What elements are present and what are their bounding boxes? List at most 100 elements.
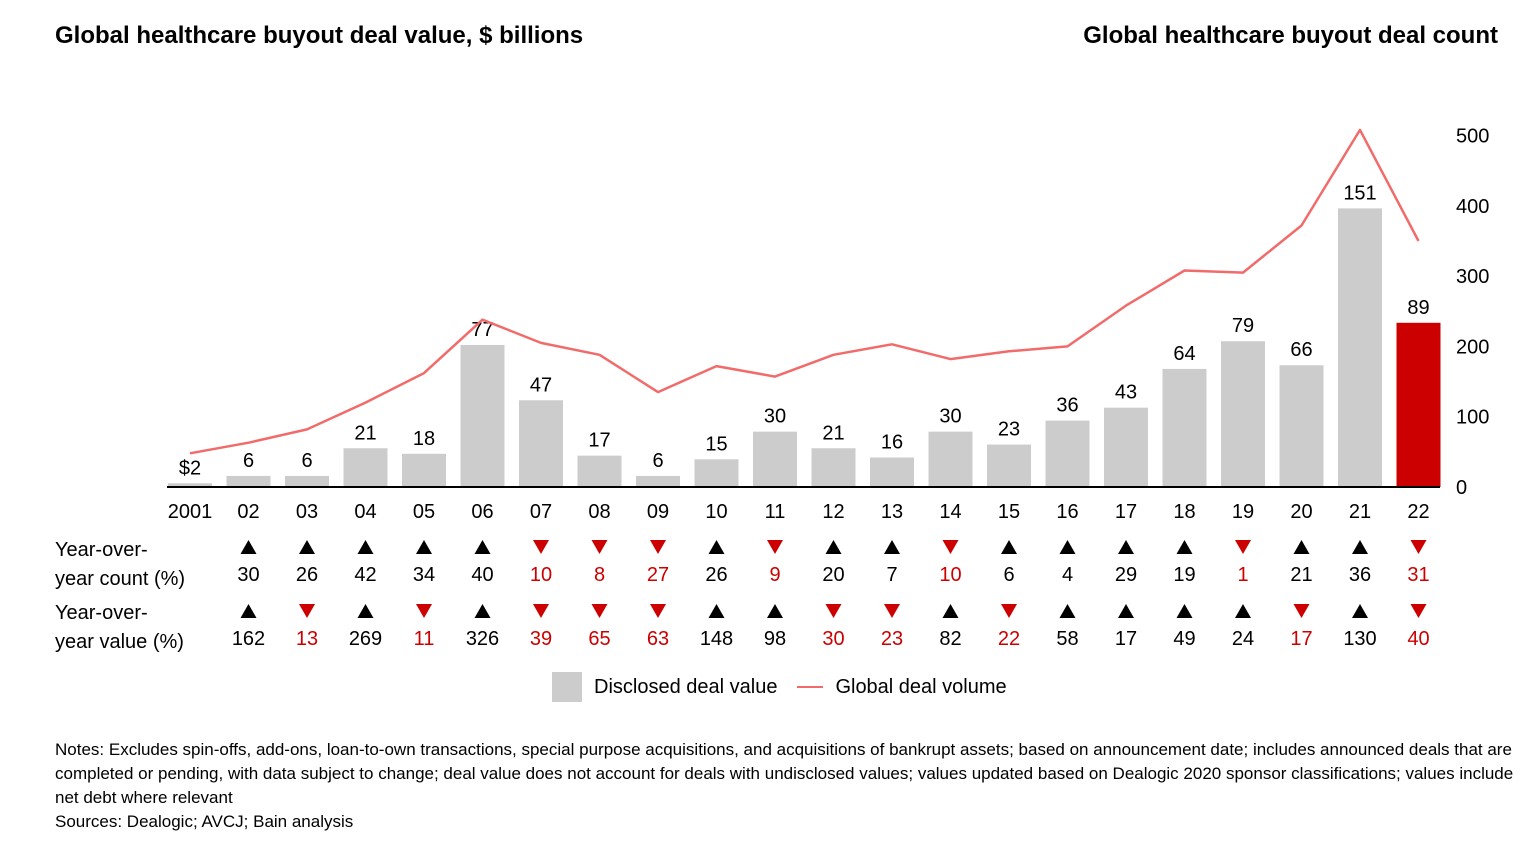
chart-legend: Disclosed deal value Global deal volume — [552, 672, 1027, 702]
yoy-value-value: 11 — [414, 628, 435, 650]
yoy-count-value: 10 — [530, 564, 552, 586]
yoy-count-value: 29 — [1115, 564, 1137, 586]
yoy-count-down-icon — [1410, 540, 1427, 554]
yoy-value-value: 22 — [998, 628, 1020, 650]
yoy-count-up-icon — [299, 540, 315, 554]
left-chart-title: Global healthcare buyout deal value, $ b… — [55, 22, 584, 49]
yoy-value-value: 13 — [296, 628, 318, 650]
yoy-value-value: 65 — [588, 628, 610, 650]
yoy-count-up-icon — [240, 540, 257, 554]
bar-label-05: 18 — [413, 428, 435, 450]
yoy-value-down-icon — [533, 604, 549, 618]
bar-2001 — [168, 483, 212, 487]
right-axis-tick-400: 400 — [1456, 196, 1489, 218]
yoy-count-down-icon — [767, 540, 783, 554]
bar-label-21: 151 — [1343, 182, 1376, 204]
bar-label-16: 36 — [1056, 395, 1078, 417]
bar-16 — [1045, 420, 1090, 487]
bar-19 — [1221, 341, 1265, 487]
yoy-value-up-icon — [1176, 604, 1193, 618]
yoy-value-up-icon — [767, 604, 783, 618]
yoy-count-value: 27 — [647, 564, 669, 586]
bar-label-22: 89 — [1407, 297, 1429, 319]
yoy-count-up-icon — [1001, 540, 1017, 554]
yoy-count-value: 40 — [471, 564, 493, 586]
bar-18 — [1162, 368, 1207, 487]
right-axis-tick-200: 200 — [1456, 336, 1489, 358]
yoy-count-up-icon — [474, 540, 491, 554]
yoy-value-up-icon — [357, 604, 374, 618]
x-tick-19: 19 — [1232, 501, 1254, 523]
yoy-count-value: 7 — [886, 564, 897, 586]
yoy-count-down-icon — [650, 540, 666, 554]
yoy-value-up-icon — [942, 604, 959, 618]
yoy-count-up-icon — [1352, 540, 1368, 554]
bar-03 — [285, 475, 329, 487]
yoy-count-up-icon — [1293, 540, 1310, 554]
yoy-count-value: 20 — [822, 564, 844, 586]
yoy-value-value: 39 — [530, 628, 552, 650]
legend-line-swatch — [797, 686, 824, 688]
yoy-count-up-icon — [357, 540, 374, 554]
x-tick-06: 06 — [471, 501, 493, 523]
x-tick-04: 04 — [354, 501, 376, 523]
right-chart-title: Global healthcare buyout deal count — [1083, 22, 1498, 49]
yoy-count-up-icon — [1118, 540, 1134, 554]
bar-label-19: 79 — [1232, 315, 1254, 337]
yoy-value-label: Year-over- year value (%) — [55, 602, 184, 653]
x-tick-17: 17 — [1115, 501, 1137, 523]
yoy-value-down-icon — [299, 604, 315, 618]
yoy-value-up-icon — [1118, 604, 1134, 618]
right-axis-tick-500: 500 — [1456, 126, 1489, 148]
x-tick-20: 20 — [1290, 501, 1312, 523]
yoy-count-value: 30 — [237, 564, 259, 586]
bar-15 — [987, 444, 1031, 487]
x-tick-13: 13 — [881, 501, 903, 523]
x-tick-10: 10 — [705, 501, 727, 523]
yoy-count-value: 4 — [1062, 564, 1073, 586]
bar-label-13: 16 — [881, 431, 903, 453]
x-tick-18: 18 — [1173, 501, 1195, 523]
x-tick-05: 05 — [413, 501, 435, 523]
yoy-count-down-icon — [1235, 540, 1251, 554]
x-tick-16: 16 — [1056, 501, 1078, 523]
bar-20 — [1279, 365, 1324, 487]
yoy-count-value: 8 — [594, 564, 605, 586]
yoy-value-value: 130 — [1343, 628, 1376, 650]
bar-09 — [636, 475, 680, 487]
legend-line-label: Global deal volume — [835, 675, 1007, 698]
bar-17 — [1104, 407, 1148, 487]
yoy-count-value: 10 — [939, 564, 961, 586]
bar-10 — [694, 459, 739, 487]
yoy-value-down-icon — [825, 604, 842, 618]
x-tick-09: 09 — [647, 501, 669, 523]
yoy-count-up-icon — [1176, 540, 1193, 554]
bar-label-03: 6 — [301, 450, 312, 472]
yoy-count-value: 9 — [769, 564, 780, 586]
yoy-value-value: 82 — [939, 628, 961, 650]
yoy-value-value: 162 — [232, 628, 265, 650]
x-tick-11: 11 — [765, 501, 786, 523]
yoy-count-down-icon — [942, 540, 959, 554]
right-axis-tick-100: 100 — [1456, 407, 1489, 429]
yoy-value-value: 326 — [466, 628, 499, 650]
yoy-value-value: 17 — [1290, 628, 1312, 650]
x-tick-22: 22 — [1407, 501, 1429, 523]
bar-14 — [928, 431, 973, 487]
yoy-count-down-icon — [591, 540, 608, 554]
yoy-count-up-icon — [825, 540, 842, 554]
yoy-value-up-icon — [1235, 604, 1251, 618]
bar-06 — [460, 344, 505, 487]
yoy-count-value: 34 — [413, 564, 435, 586]
yoy-count-value: 19 — [1173, 564, 1195, 586]
bar-label-2001: $2 — [179, 457, 201, 479]
bar-label-14: 30 — [939, 406, 961, 428]
x-tick-07: 07 — [530, 501, 552, 523]
yoy-value-value: 98 — [764, 628, 786, 650]
bar-label-09: 6 — [652, 450, 663, 472]
yoy-count-value: 36 — [1349, 564, 1371, 586]
bar-label-11: 30 — [764, 406, 786, 428]
yoy-count-up-icon — [1059, 540, 1076, 554]
bar-label-10: 15 — [705, 433, 727, 455]
x-tick-08: 08 — [588, 501, 610, 523]
